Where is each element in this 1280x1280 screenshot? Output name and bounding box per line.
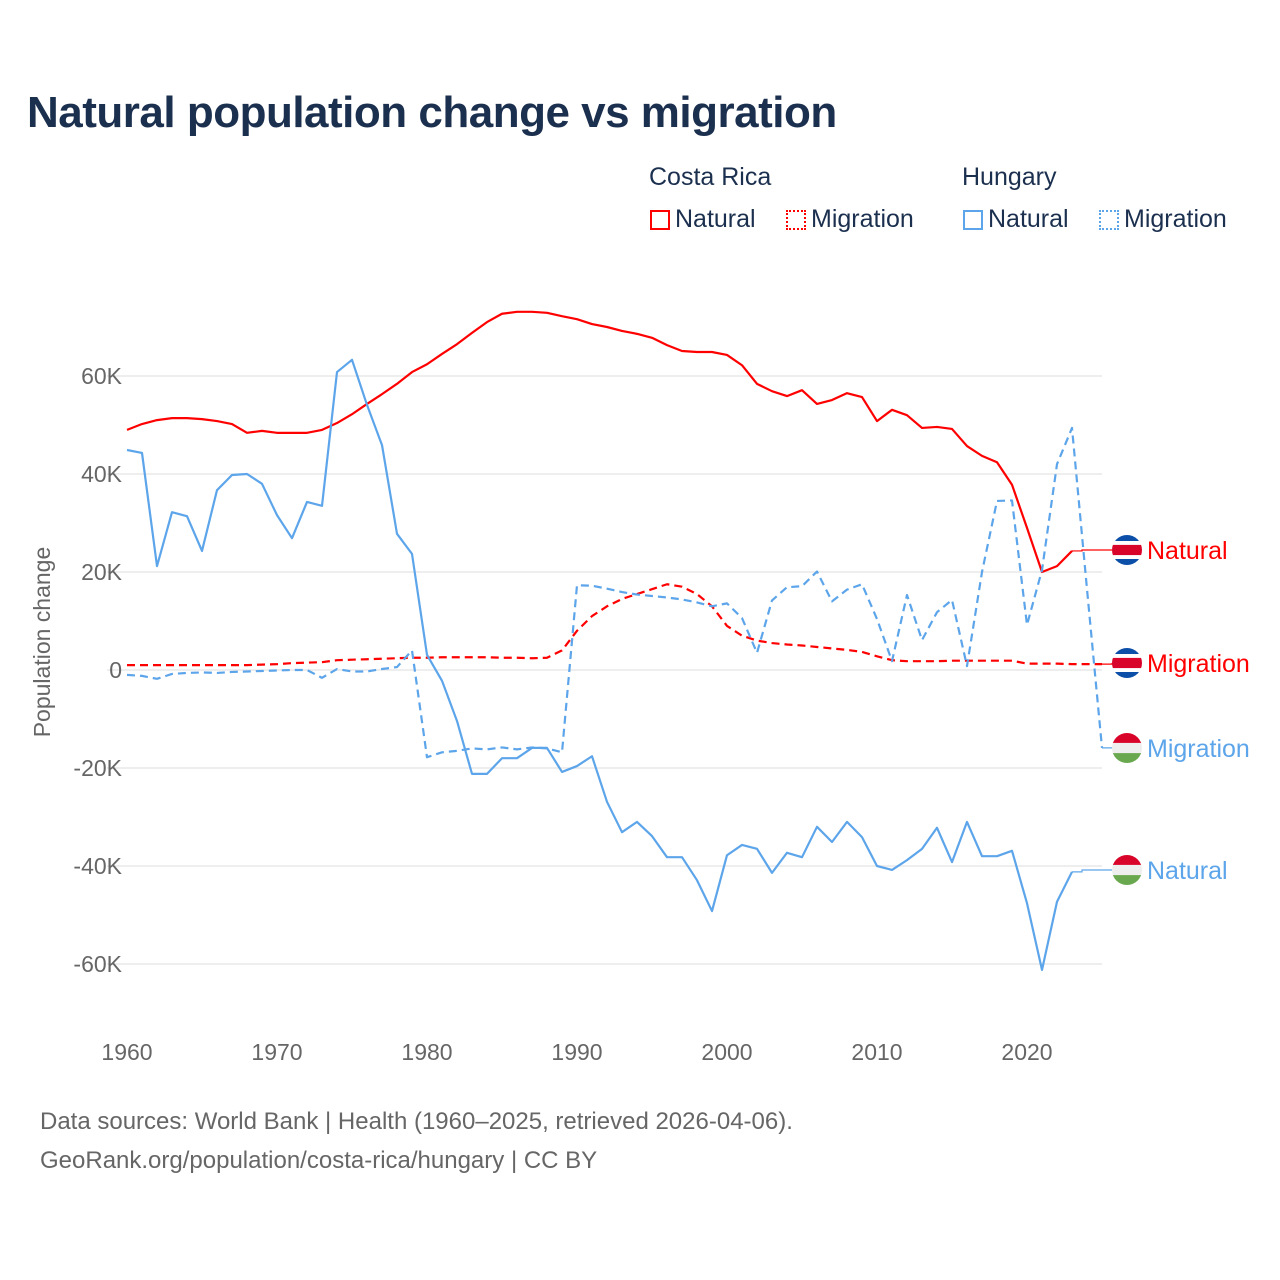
flag-stripe xyxy=(1112,555,1142,560)
legend-group-costa-rica: Costa Rica xyxy=(649,163,772,191)
series-end-label: Natural xyxy=(1147,857,1228,885)
legend-swatch-solid xyxy=(963,209,983,230)
y-tick-label: 0 xyxy=(109,657,122,683)
x-tick-label: 1960 xyxy=(101,1039,152,1065)
flag-stripe xyxy=(1112,742,1142,754)
flag-stripes xyxy=(1112,733,1142,763)
hungary-flag-icon xyxy=(1112,855,1142,885)
x-tick-label: 2000 xyxy=(701,1039,752,1065)
plot-area: Population change 60K 40K 20K 0 -20K -40K -60K… xyxy=(29,310,1250,1065)
label-connector xyxy=(1102,663,1113,665)
legend-swatch-dotted xyxy=(1099,209,1119,230)
label-connector xyxy=(1072,869,1112,873)
hungary-flag-icon xyxy=(1112,733,1142,763)
footer-link[interactable]: GeoRank.org/population/costa-rica/hungar… xyxy=(40,1147,598,1174)
x-tick-label: 1970 xyxy=(251,1039,302,1065)
y-tick-label: 40K xyxy=(81,461,123,487)
x-tick-label: 1980 xyxy=(401,1039,452,1065)
y-tick-label: 60K xyxy=(81,363,123,389)
x-tick-label: 2010 xyxy=(851,1039,902,1065)
flag-stripe xyxy=(1112,875,1142,885)
footer-sources: Data sources: World Bank | Health (1960–… xyxy=(40,1108,793,1135)
series-line-costa-rica-migration xyxy=(127,583,1102,667)
legend-swatch-solid xyxy=(650,209,670,230)
flag-stripes xyxy=(1112,535,1142,565)
series-line-hungary-natural xyxy=(126,358,1073,971)
flag-stripes xyxy=(1112,648,1142,678)
flag-stripe xyxy=(1112,544,1142,556)
legend-label: Natural xyxy=(675,205,756,233)
legend-group-hungary: Hungary xyxy=(962,163,1057,191)
y-axis-label: Population change xyxy=(29,547,55,738)
flag-stripe xyxy=(1112,654,1142,659)
flag-stripe xyxy=(1112,657,1142,669)
label-connector xyxy=(1072,549,1112,552)
flag-stripe xyxy=(1112,855,1142,866)
x-tick-label: 2020 xyxy=(1001,1039,1052,1065)
series-line-costa-rica-natural xyxy=(126,310,1073,574)
y-tick-label: 20K xyxy=(81,559,123,585)
flag-stripe xyxy=(1112,672,1142,678)
flag-stripe xyxy=(1112,668,1142,673)
legend-label: Natural xyxy=(988,205,1069,233)
y-tick-label: -40K xyxy=(73,853,122,879)
flag-stripe xyxy=(1112,559,1142,565)
legend-swatch-dotted xyxy=(786,209,806,230)
legend-item-hungary-natural[interactable]: Natural xyxy=(963,205,1069,234)
flag-stripe xyxy=(1112,541,1142,546)
flag-stripe xyxy=(1112,648,1142,655)
costa-rica-flag-icon xyxy=(1112,648,1142,678)
series-end-label: Natural xyxy=(1147,537,1228,565)
y-tick-label: -60K xyxy=(73,951,122,977)
series-line-hungary-migration xyxy=(126,426,1104,759)
legend-item-costa-rica-natural[interactable]: Natural xyxy=(650,205,756,234)
flag-stripes xyxy=(1112,855,1142,885)
legend-label: Migration xyxy=(1124,205,1227,233)
costa-rica-flag-icon xyxy=(1112,535,1142,565)
flag-stripe xyxy=(1112,733,1142,744)
series-end-label: Migration xyxy=(1147,650,1250,678)
flag-stripe xyxy=(1112,864,1142,876)
y-tick-label: -20K xyxy=(73,755,122,781)
flag-stripe xyxy=(1112,753,1142,763)
flag-stripe xyxy=(1112,535,1142,542)
legend-item-costa-rica-migration[interactable]: Migration xyxy=(786,205,914,234)
x-tick-label: 1990 xyxy=(551,1039,602,1065)
legend-label: Migration xyxy=(811,205,914,233)
chart-title: Natural population change vs migration xyxy=(27,88,837,137)
series-end-label: Migration xyxy=(1147,735,1250,763)
legend-item-hungary-migration[interactable]: Migration xyxy=(1099,205,1227,234)
